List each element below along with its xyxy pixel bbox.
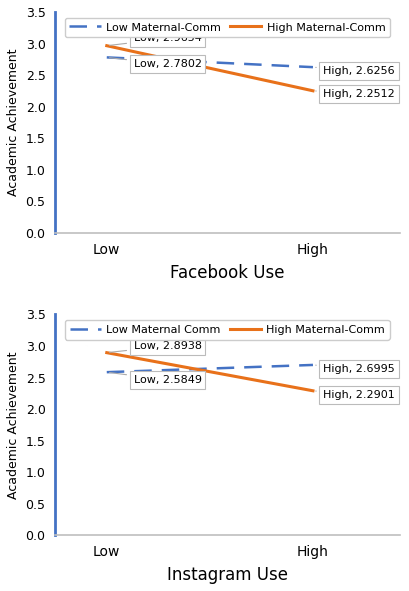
Y-axis label: Academic Achievement: Academic Achievement — [7, 48, 20, 196]
Text: High, 2.6995: High, 2.6995 — [315, 363, 394, 374]
X-axis label: Facebook Use: Facebook Use — [170, 264, 284, 281]
Text: High, 2.2512: High, 2.2512 — [315, 89, 394, 99]
X-axis label: Instagram Use: Instagram Use — [166, 566, 287, 584]
High Maternal-Comm — [104, 349, 109, 356]
Text: Low, 2.7802: Low, 2.7802 — [109, 58, 201, 69]
Low Maternal Comm — [310, 361, 315, 368]
Text: Low, 2.5849: Low, 2.5849 — [109, 372, 201, 385]
High Maternal-Comm — [310, 87, 315, 95]
Text: High, 2.2901: High, 2.2901 — [315, 390, 394, 400]
High Maternal-Comm — [310, 387, 315, 394]
Text: High, 2.6256: High, 2.6256 — [315, 66, 394, 76]
Legend: Low Maternal-Comm, High Maternal-Comm: Low Maternal-Comm, High Maternal-Comm — [65, 18, 389, 37]
Legend: Low Maternal Comm, High Maternal-Comm: Low Maternal Comm, High Maternal-Comm — [65, 320, 389, 340]
Low Maternal Comm — [104, 369, 109, 376]
Line: High Maternal-Comm: High Maternal-Comm — [106, 353, 312, 391]
Line: Low Maternal Comm: Low Maternal Comm — [106, 365, 312, 372]
Line: High Maternal-Comm: High Maternal-Comm — [106, 46, 312, 91]
Text: Low, 2.9654: Low, 2.9654 — [109, 34, 201, 46]
Line: Low Maternal-Comm: Low Maternal-Comm — [106, 57, 312, 67]
Low Maternal-Comm — [310, 64, 315, 71]
Low Maternal-Comm — [104, 54, 109, 61]
High Maternal-Comm — [104, 42, 109, 49]
Y-axis label: Academic Achievement: Academic Achievement — [7, 351, 20, 499]
Text: Low, 2.8938: Low, 2.8938 — [109, 341, 201, 352]
